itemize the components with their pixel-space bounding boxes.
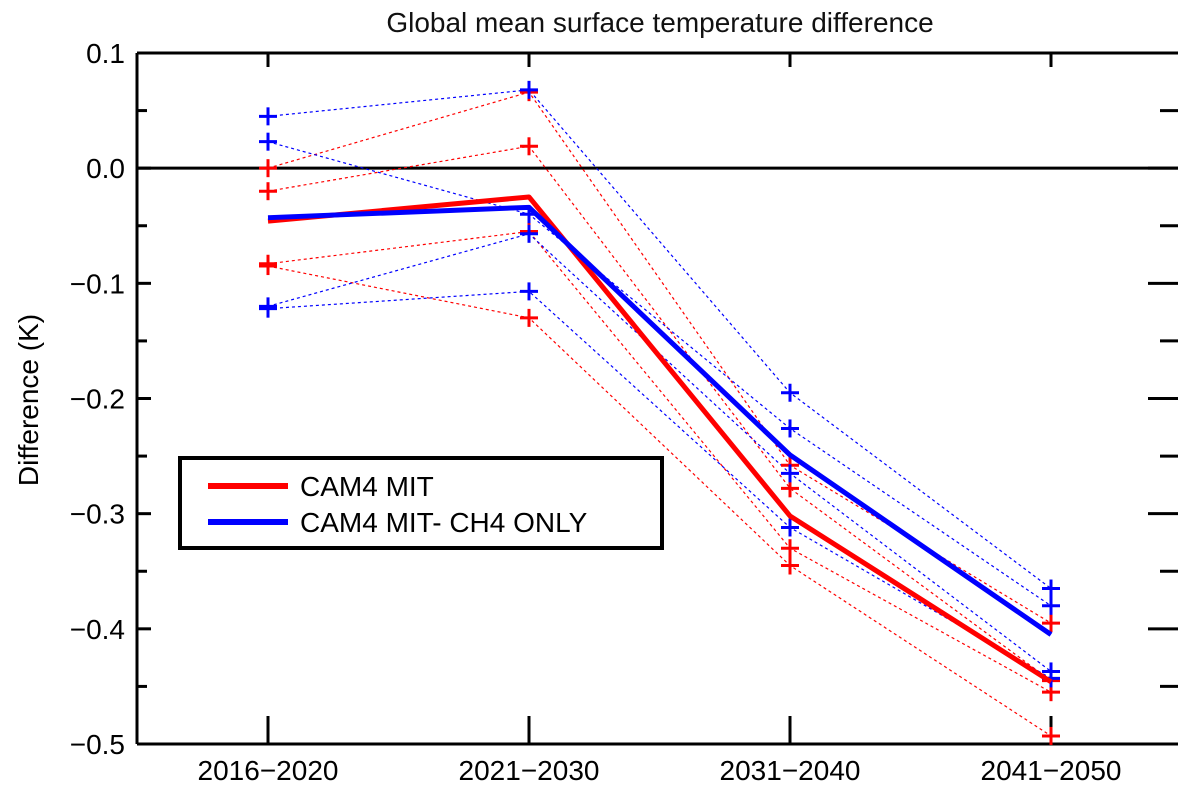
series-line [267,204,1053,637]
y-tick-label: −0.1 [70,268,125,299]
y-axis-label: Difference (K) [13,314,44,486]
member-point [520,80,538,99]
member-point [781,464,799,483]
x-tick-label: 2016−2020 [198,755,339,785]
member-line [267,290,1052,679]
member-point [520,137,538,156]
member-point [1042,614,1060,633]
y-tick-label: −0.5 [70,729,125,760]
y-tick-label: −0.4 [70,614,125,645]
member-point [781,539,799,558]
member-line [267,233,1052,672]
member-point [259,159,277,178]
member-line [267,145,1052,682]
member-point [781,383,799,402]
member-point [259,107,277,126]
y-tick-label: −0.2 [70,384,125,415]
member-line [267,230,1052,693]
member-point [520,308,538,327]
y-tick-label: 0.0 [86,153,125,184]
x-tick-label: 2031−2040 [720,755,861,785]
member-point [520,282,538,301]
member-point [1042,726,1060,745]
member-point [259,257,277,276]
x-tick-label: 2021−2030 [459,755,600,785]
member-point [781,518,799,537]
member-point [781,419,799,438]
member-point [259,299,277,318]
member-point [781,556,799,575]
member-point [1042,596,1060,615]
series-line [267,194,1053,684]
member-point [1042,579,1060,598]
member-line [267,89,1052,590]
member-line [267,265,1052,737]
legend-box [178,456,664,550]
y-tick-label: −0.3 [70,499,125,530]
member-point [259,182,277,201]
plot-area: 0.1 0.0 −0.1 −0.2 −0.3 −0.4 −0.5 2016−2020 2021−… [70,38,1178,785]
y-tick-label: 0.1 [86,38,125,69]
member-point [259,132,277,151]
member-point [520,224,538,243]
x-tick-label: 2041−2050 [981,755,1122,785]
legend-label: CAM4 MIT [300,471,434,502]
member-line [267,141,1052,607]
chart-title: Global mean surface temperature differen… [386,7,933,38]
member-line [267,91,1052,624]
legend-label: CAM4 MIT- CH4 ONLY [300,507,588,538]
legend: CAM4 MIT CAM4 MIT- CH4 ONLY [178,456,664,550]
